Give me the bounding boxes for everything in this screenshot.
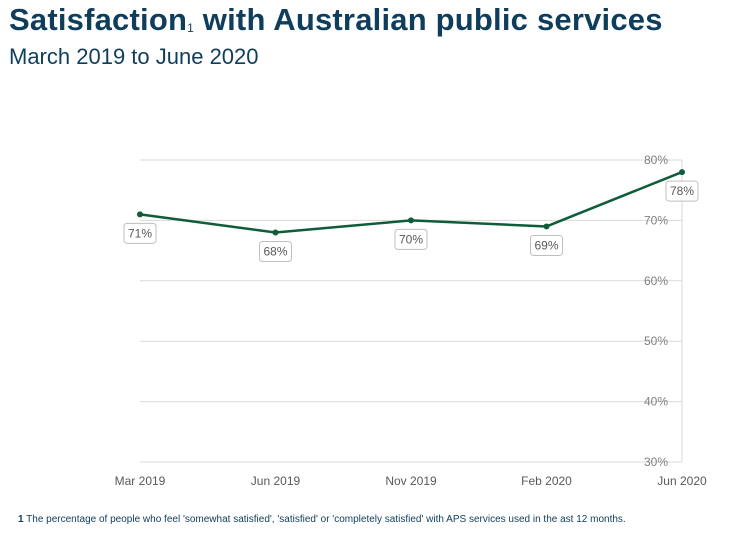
footnote-marker: 1: [18, 514, 24, 525]
data-point: [543, 223, 550, 230]
data-label-box: [530, 234, 563, 256]
footnote: 1 The percentage of people who feel 'som…: [18, 514, 626, 525]
y-tick-label: 40%: [644, 395, 668, 409]
data-label: 78%: [670, 184, 694, 198]
data-point: [679, 169, 685, 176]
y-tick-label: 70%: [644, 213, 668, 227]
y-tick-label: 50%: [644, 334, 668, 348]
y-tick-label: 80%: [644, 153, 668, 167]
x-tick-label: Jun 2019: [251, 474, 301, 488]
data-label: 70%: [399, 232, 423, 246]
x-tick-label: Jun 2020: [657, 474, 707, 488]
chart-title: Satisfaction1 with Australian public ser…: [9, 2, 663, 38]
x-tick-label: Feb 2020: [521, 474, 572, 488]
chart-subtitle: March 2019 to June 2020: [9, 44, 259, 69]
data-label: 71%: [128, 226, 152, 240]
x-tick-label: Nov 2019: [385, 474, 437, 488]
y-tick-label: 60%: [644, 274, 668, 288]
x-tick-label: Mar 2019: [115, 474, 166, 488]
data-label: 69%: [534, 238, 558, 252]
data-line: [139, 170, 683, 234]
data-label-box: [394, 228, 428, 250]
y-tick-label: 30%: [644, 455, 668, 469]
data-label: 68%: [263, 244, 287, 258]
footnote-text: The percentage of people who feel 'somew…: [23, 514, 626, 525]
data-label-box: [665, 180, 699, 202]
data-point: [272, 229, 279, 236]
data-point: [408, 217, 414, 224]
title-text: Satisfaction: [9, 2, 188, 37]
data-point: [137, 211, 143, 218]
data-label-box: [259, 240, 292, 262]
title-footnote-marker: 1: [187, 21, 194, 35]
title-text-rest: with Australian public services: [193, 2, 663, 37]
data-label-box: [123, 222, 157, 244]
